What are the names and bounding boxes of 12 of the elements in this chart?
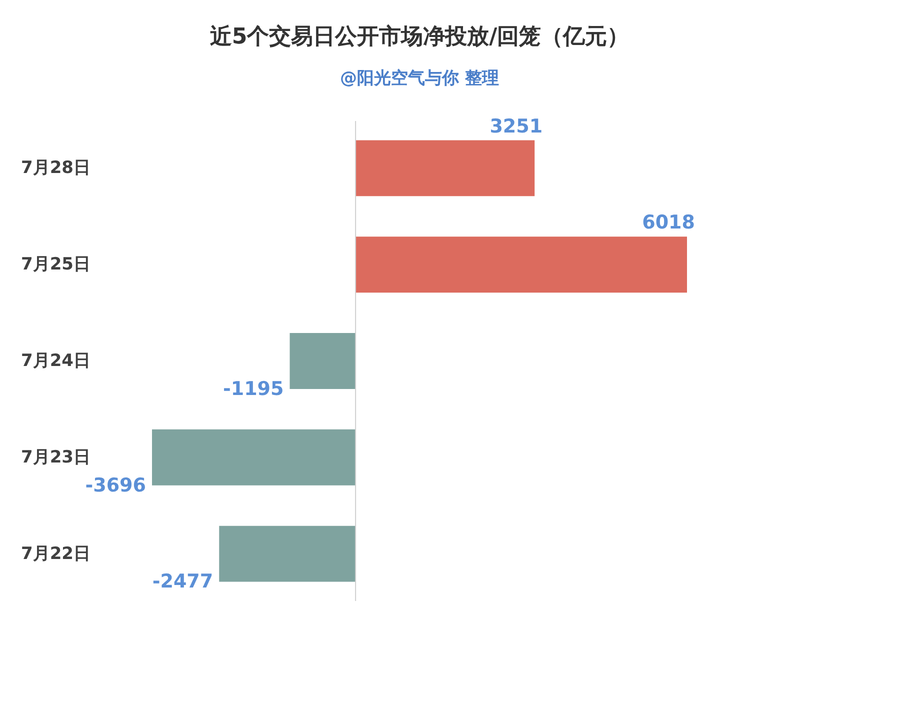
y-tick-label: 7月23日 [21,447,90,468]
data-label: -2477 [152,570,214,593]
data-label: -3696 [85,474,146,496]
y-tick-label: 7月25日 [21,254,90,275]
data-label: -1195 [222,378,284,400]
chart-subtitle: @阳光空气与你 整理 [340,68,499,88]
y-tick-label: 7月24日 [21,351,90,371]
data-label: 6018 [642,212,695,234]
y-tick-label: 7月28日 [21,158,90,178]
y-tick-label: 7月22日 [21,544,90,564]
data-label: 3251 [490,115,543,138]
chart-title: 近5个交易日公开市场净投放/回笼（亿元） [208,23,630,50]
